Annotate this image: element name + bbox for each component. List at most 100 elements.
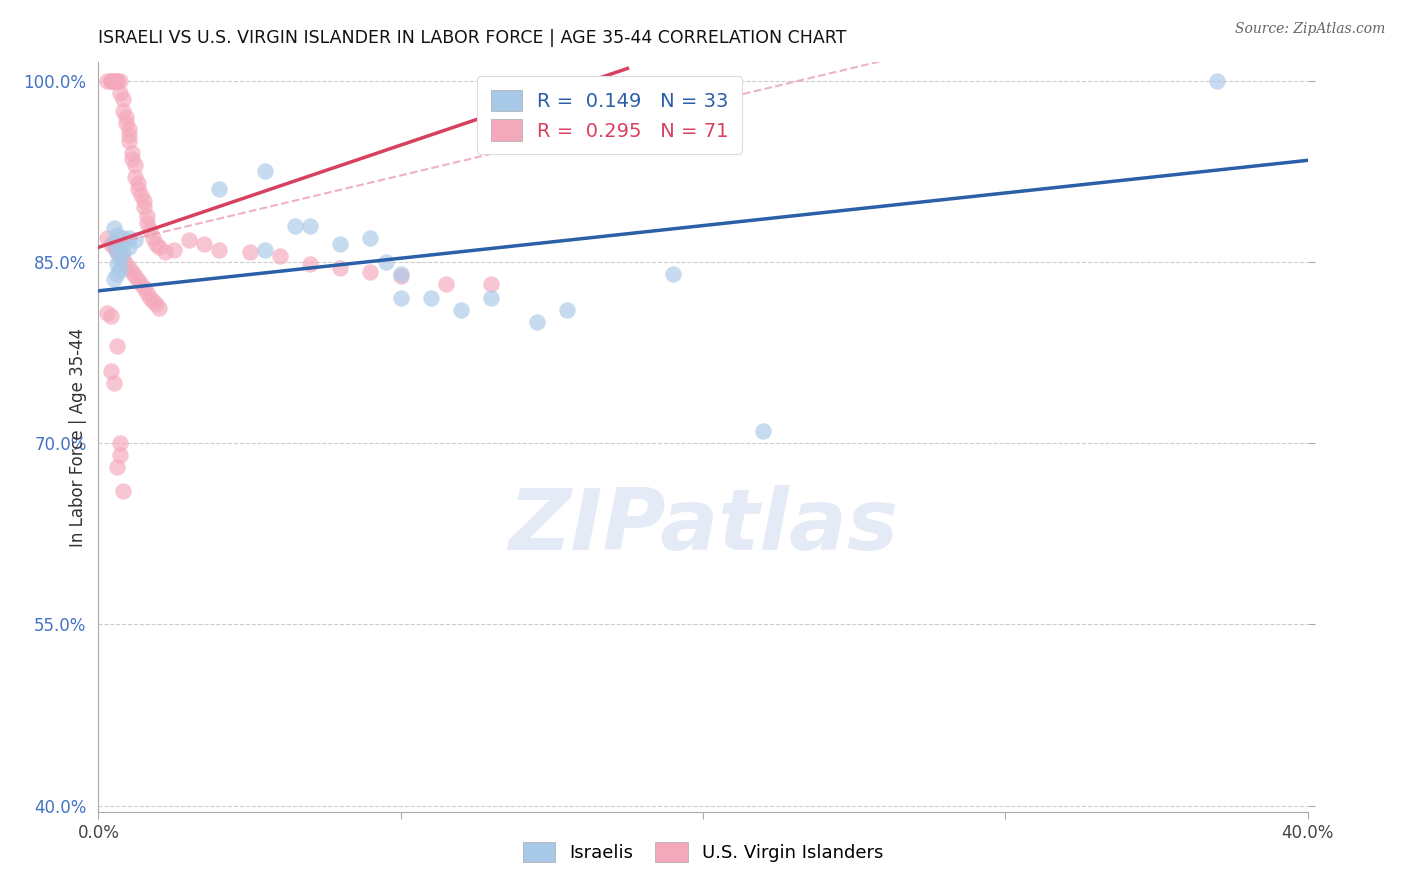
Point <box>148 301 170 315</box>
Point <box>661 267 683 281</box>
Point <box>111 103 134 118</box>
Point <box>179 233 201 247</box>
Point <box>108 252 131 267</box>
Point <box>103 376 125 390</box>
Point <box>420 291 443 305</box>
Point <box>208 243 231 257</box>
Point <box>105 257 128 271</box>
Point <box>100 73 122 87</box>
Point <box>124 233 146 247</box>
Point <box>105 73 128 87</box>
Point <box>105 73 128 87</box>
Y-axis label: In Labor Force | Age 35-44: In Labor Force | Age 35-44 <box>69 327 87 547</box>
Point <box>96 230 118 244</box>
Point <box>253 243 276 257</box>
Text: ZIPatlas: ZIPatlas <box>508 485 898 568</box>
Point <box>132 281 155 295</box>
Point <box>132 201 155 215</box>
Point <box>114 257 136 271</box>
Point <box>752 424 775 438</box>
Point <box>105 267 128 281</box>
Legend: R =  0.149   N = 33, R =  0.295   N = 71: R = 0.149 N = 33, R = 0.295 N = 71 <box>477 76 742 154</box>
Point <box>103 221 125 235</box>
Point <box>239 245 262 260</box>
Point <box>142 230 165 244</box>
Point <box>127 176 149 190</box>
Point <box>108 436 131 450</box>
Point <box>118 240 141 254</box>
Point <box>389 269 412 284</box>
Point <box>100 363 122 377</box>
Point <box>434 277 457 291</box>
Point <box>299 219 322 233</box>
Point <box>329 236 352 251</box>
Point <box>132 194 155 209</box>
Point <box>329 260 352 275</box>
Point <box>111 245 134 260</box>
Point <box>108 448 131 462</box>
Point <box>145 297 167 311</box>
Point <box>105 245 128 260</box>
Point <box>100 73 122 87</box>
Point <box>105 460 128 475</box>
Point <box>142 293 165 308</box>
Point <box>139 223 162 237</box>
Point <box>163 243 186 257</box>
Point <box>389 267 412 281</box>
Point <box>360 230 382 244</box>
Point <box>96 305 118 319</box>
Point <box>100 236 122 251</box>
Point <box>103 235 125 250</box>
Point <box>105 339 128 353</box>
Point <box>124 158 146 172</box>
Point <box>121 152 143 166</box>
Point <box>111 484 134 499</box>
Point <box>127 182 149 196</box>
Point <box>135 216 157 230</box>
Point <box>208 182 231 196</box>
Text: ISRAELI VS U.S. VIRGIN ISLANDER IN LABOR FORCE | AGE 35-44 CORRELATION CHART: ISRAELI VS U.S. VIRGIN ISLANDER IN LABOR… <box>98 29 846 47</box>
Point <box>127 273 149 287</box>
Point <box>360 264 382 278</box>
Point <box>111 230 134 244</box>
Point <box>96 73 118 87</box>
Point <box>118 122 141 136</box>
Point <box>193 236 215 251</box>
Point <box>111 252 134 267</box>
Point <box>135 209 157 223</box>
Point <box>103 73 125 87</box>
Point <box>145 236 167 251</box>
Point <box>284 219 307 233</box>
Point <box>299 257 322 271</box>
Point <box>103 240 125 254</box>
Text: Source: ZipAtlas.com: Source: ZipAtlas.com <box>1234 22 1385 37</box>
Point <box>129 277 152 291</box>
Point <box>555 303 578 318</box>
Point <box>108 262 131 277</box>
Point <box>108 240 131 254</box>
Point <box>103 272 125 286</box>
Point <box>118 230 141 244</box>
Point <box>108 86 131 100</box>
Point <box>153 245 176 260</box>
Point <box>481 291 503 305</box>
Point <box>108 73 131 87</box>
Point <box>450 303 472 318</box>
Point <box>135 286 157 301</box>
Point <box>108 249 131 263</box>
Point <box>1206 73 1229 87</box>
Point <box>103 73 125 87</box>
Point <box>121 146 143 161</box>
Point <box>124 170 146 185</box>
Point <box>269 249 291 263</box>
Point <box>118 128 141 142</box>
Point <box>124 269 146 284</box>
Point <box>105 228 128 243</box>
Point <box>374 255 396 269</box>
Point <box>118 260 141 275</box>
Point <box>118 134 141 148</box>
Point <box>129 188 152 202</box>
Point <box>114 116 136 130</box>
Point <box>114 110 136 124</box>
Point <box>105 245 128 260</box>
